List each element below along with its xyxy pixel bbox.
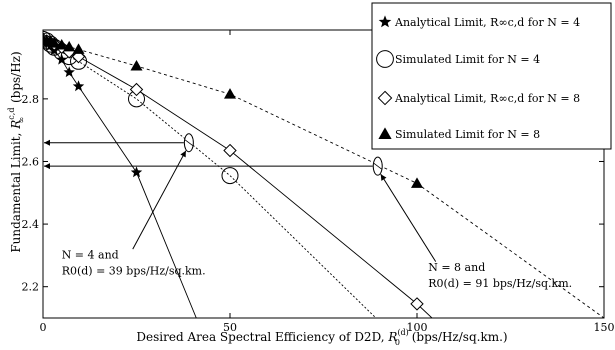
y-tick-label: 2.2 [22,281,40,294]
annotation-marker-slash [373,162,382,170]
axis-ticks: 0 50 100 150 2.2 2.4 2.6 2.8 [22,30,615,334]
series-layer [43,30,604,318]
triangle-marker [378,127,392,139]
annotation-marker-slash [184,139,194,147]
x-tick-label: 150 [594,321,615,334]
annotation-line2: R0(d) = 91 bps/Hz/sq.km. [428,277,572,290]
series-4 [43,33,604,318]
legend-item: Simulated Limit for N = 4 [376,50,540,68]
arrow-head [44,139,50,146]
x-tick-label: 50 [223,321,237,334]
x-tick-label: 100 [407,321,428,334]
x-tick-label: 0 [40,321,47,334]
diamond-marker [223,143,237,158]
star-marker [63,66,75,78]
circle-marker [376,50,394,68]
triangle-marker [72,43,85,54]
y-tick-label: 2.4 [22,218,40,231]
star-marker [378,15,392,28]
annotation-n4: N = 4 and R0(d) = 39 bps/Hz/sq.km. [44,133,206,278]
triangle-marker [48,37,61,48]
star-marker [72,80,85,92]
diamond-marker [410,297,424,311]
diamond-marker [377,90,393,106]
star-marker [130,166,143,178]
legend-item: Analytical Limit, R∞c,d for N = 4 [378,15,580,29]
plot-frame [42,29,605,319]
annotation-line2: R0(d) = 39 bps/Hz/sq.km. [62,265,206,278]
triangle-marker [63,40,76,52]
y-tick-label: 2.6 [22,155,40,168]
arrow-head [380,174,387,181]
annotation-line1: N = 8 and [428,261,485,274]
arrow-head [180,150,186,158]
x-axis-label: Desired Area Spectral Efficiency of D2D,… [136,328,507,347]
arrow-head [44,163,50,170]
circle-marker [221,167,239,185]
legend-label: Simulated Limit for N = 4 [395,53,540,66]
triangle-marker [411,177,423,188]
annotation-arrow [380,173,437,262]
annotation-line1: N = 4 and [62,249,119,262]
annotation-arrow [132,150,187,250]
legend-label: Analytical Limit, R∞c,d for N = 8 [394,92,580,105]
y-axis-label: Fundamental Limit, Rc,d∞ (bps/Hz) [7,51,26,252]
legend-label: Analytical Limit, R∞c,d for N = 4 [394,16,580,29]
legend-box [371,2,612,150]
diamond-marker [129,82,144,97]
legend-label: Simulated Limit for N = 8 [395,128,540,141]
legend-item: Simulated Limit for N = 8 [378,127,540,141]
legend: Analytical Limit, R∞c,d for N = 4 Simulat… [371,2,612,150]
triangle-marker [55,39,68,50]
annotation-n8: N = 8 and R0(d) = 91 bps/Hz/sq.km. [44,156,572,290]
legend-item: Analytical Limit, R∞c,d for N = 8 [377,90,580,106]
triangle-marker [224,88,236,99]
triangle-marker [130,60,143,71]
y-tick-label: 2.8 [22,93,40,106]
